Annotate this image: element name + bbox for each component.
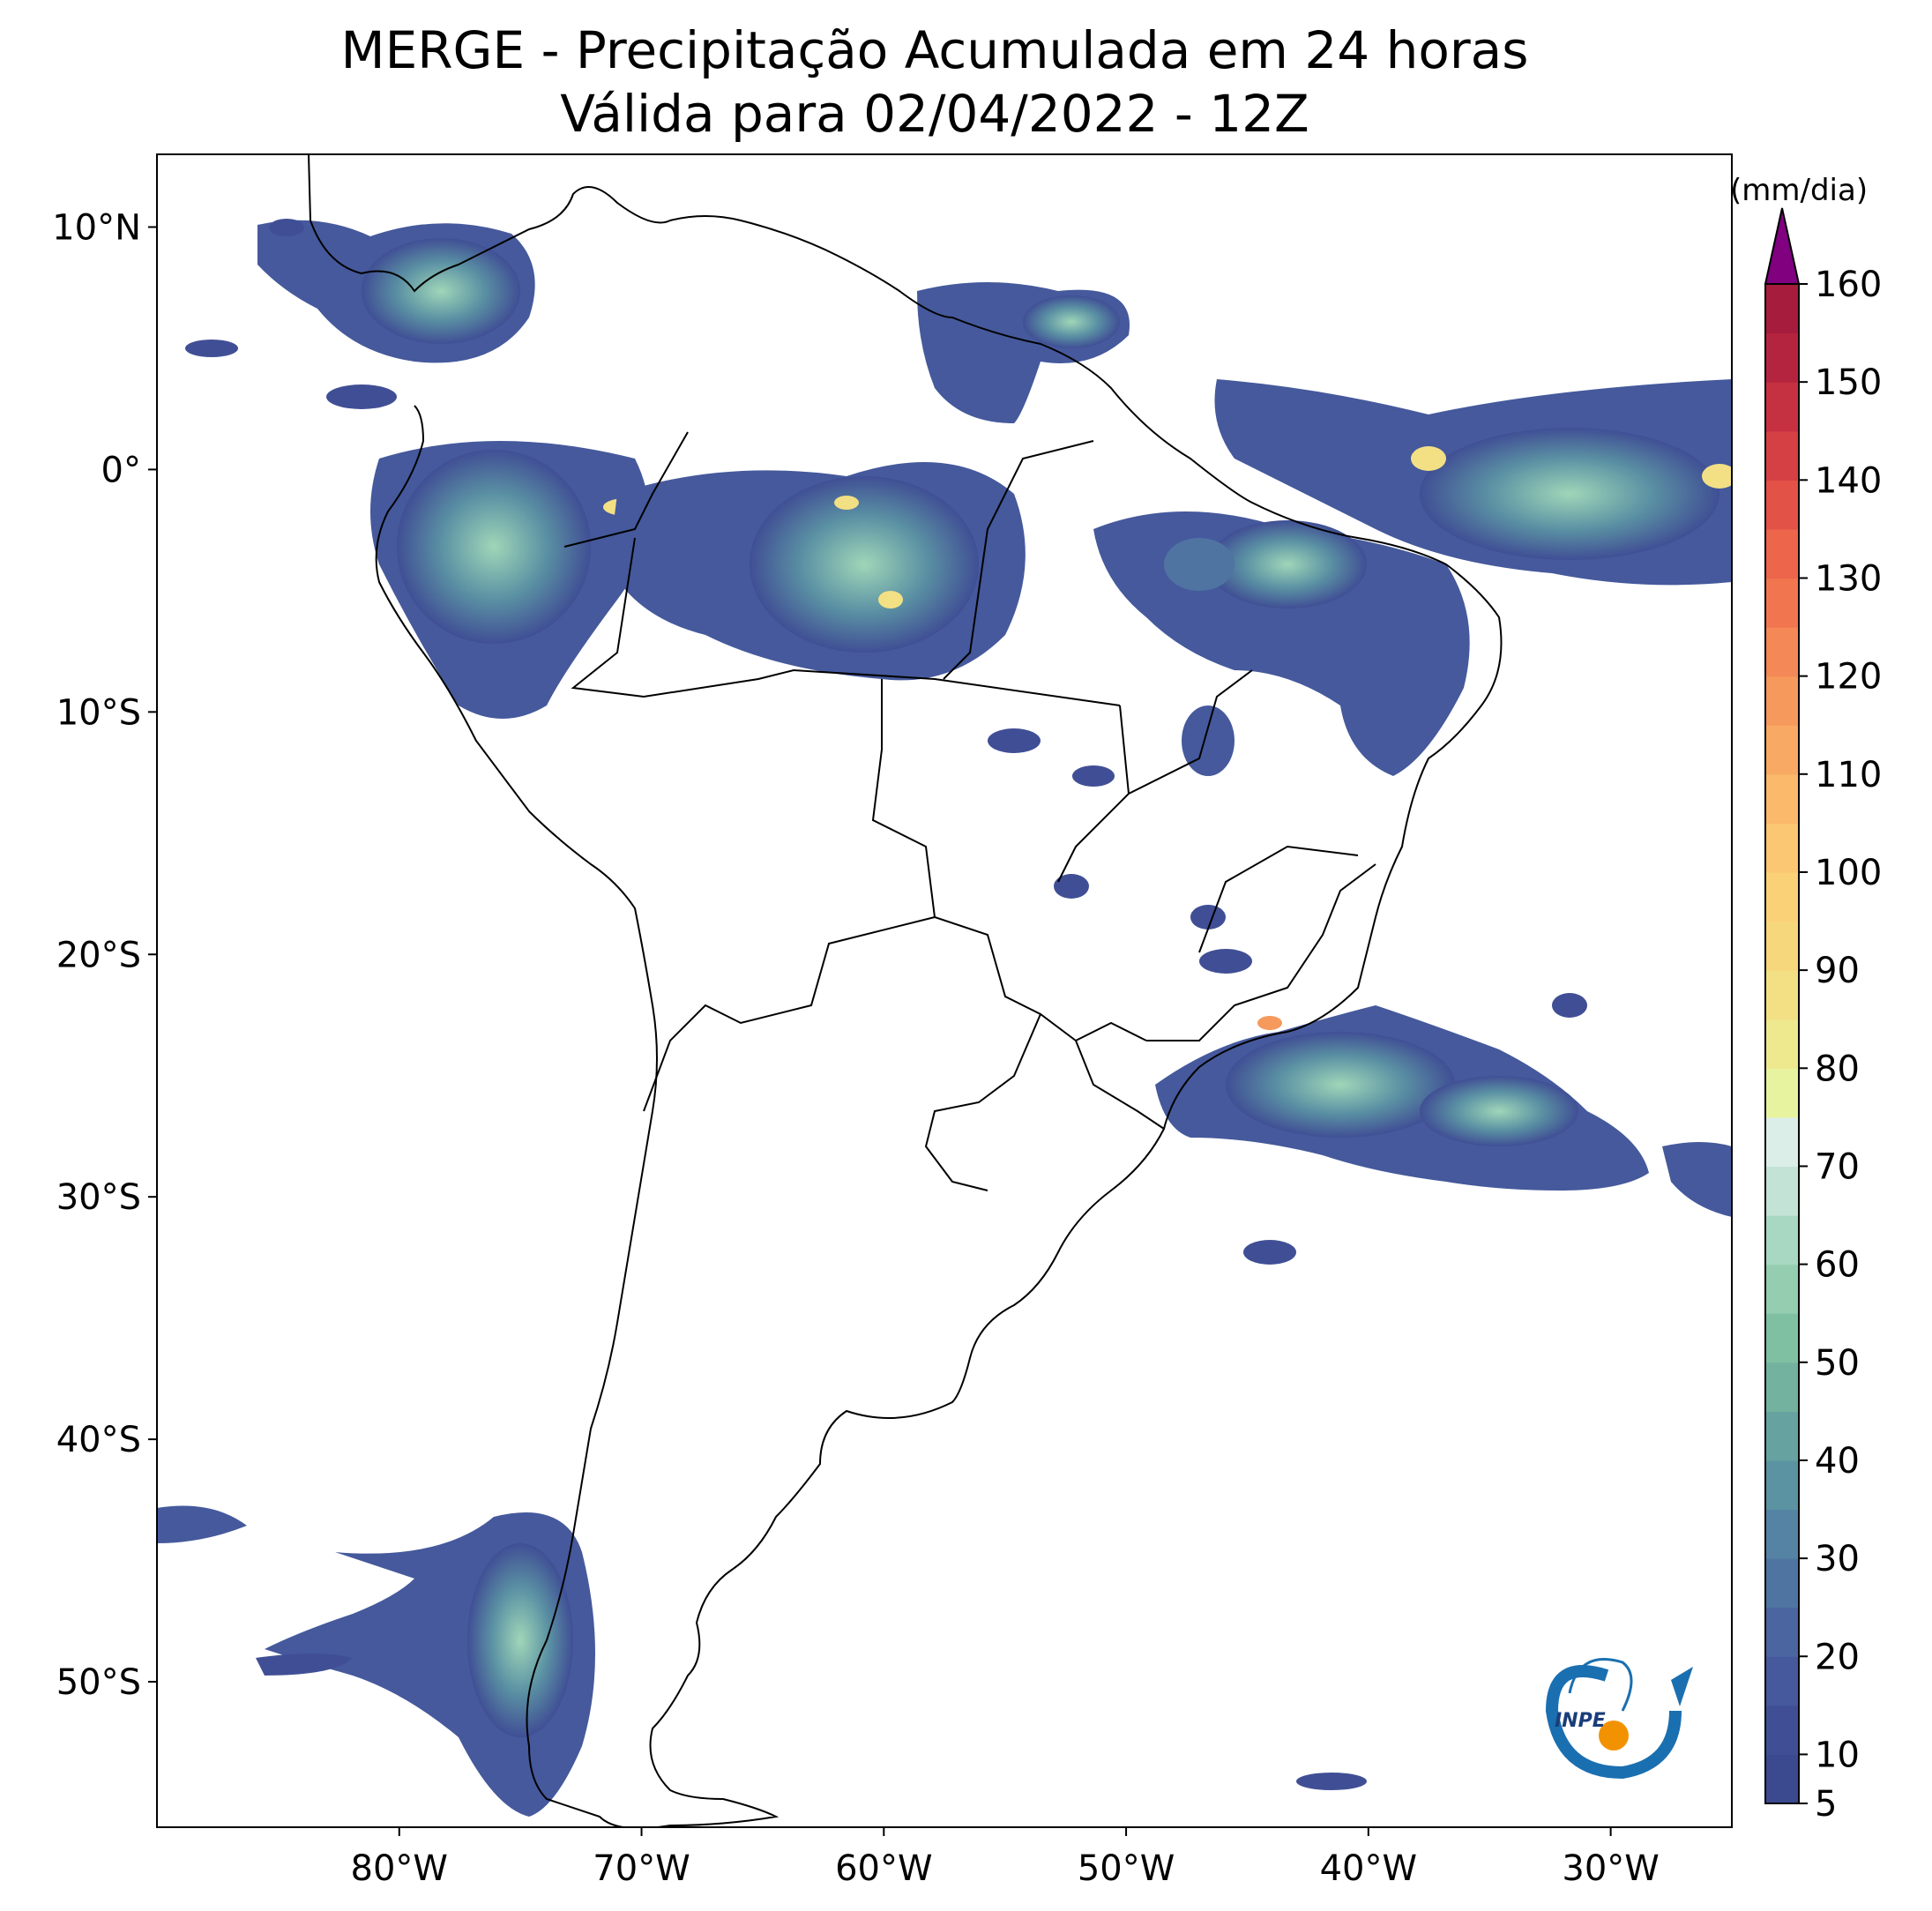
lat-tick-label: 30°S [56,1177,141,1218]
colorbar-segment [1765,1509,1799,1559]
lat-tick-label: 40°S [56,1420,141,1460]
latitude-ticks: 10°N 0° 10°S 20°S 30°S 40°S 50°S [52,207,157,1703]
lon-tick-label: 80°W [351,1848,448,1889]
colorbar-segment [1765,1215,1799,1265]
colorbar-tick-label: 140 [1815,460,1882,501]
colorbar-tick-label: 10 [1815,1735,1860,1775]
longitude-ticks: 80°W 70°W 60°W 50°W 40°W 30°W [351,1827,1660,1889]
colorbar-frame [1764,283,1800,1804]
colorbar-tick-label: 110 [1815,755,1882,795]
lat-tick-label: 0° [101,450,141,490]
colorbar-segment [1765,1656,1799,1706]
lat-tick-label: 50°S [56,1662,141,1703]
logo-text: INPE [1555,1710,1606,1732]
colorbar: 5 10 20 30 40 50 60 70 80 90 100 110 120 130 140 150 160 [1764,207,1882,1825]
colorbar-segment [1765,1362,1799,1412]
logo-orbit-icon [1568,1658,1633,1712]
colorbar-tick-label: 80 [1815,1049,1860,1089]
colorbar-tick-label: 20 [1815,1637,1860,1677]
colorbar-segment [1765,1313,1799,1363]
colorbar-tick-label: 100 [1815,853,1882,893]
colorbar-segment [1765,627,1799,677]
colorbar-tick-label: 90 [1815,951,1860,991]
colorbar-tick-label: 5 [1815,1784,1837,1825]
coastline-and-borders [308,154,1503,1827]
colorbar-segment [1765,1166,1799,1216]
colorbar-tick-label: 130 [1815,558,1882,599]
map-title-line-2: Válida para 02/04/2022 - 12Z [560,84,1309,144]
colorbar-segment [1765,1411,1799,1461]
colorbar-extend-arrow [1764,207,1801,285]
colorbar-segment [1765,676,1799,726]
colorbar-segment [1765,1754,1799,1804]
colorbar-segment [1765,332,1799,383]
colorbar-segment [1765,871,1799,922]
inpe-logo: INPE [1545,1658,1693,1780]
colorbar-segment [1765,1116,1799,1168]
colorbar-segment [1765,1607,1799,1657]
colorbar-segment [1765,970,1799,1020]
colorbar-segment [1765,823,1799,873]
logo-arc-icon [1545,1665,1682,1780]
colorbar-segment [1765,921,1799,971]
colorbar-segment [1765,1459,1799,1511]
lat-tick-label: 10°S [56,692,141,733]
lon-tick-label: 30°W [1562,1848,1659,1889]
colorbar-tick-label: 70 [1815,1146,1860,1187]
colorbar-tick-label: 60 [1815,1245,1860,1286]
lon-tick-label: 60°W [835,1848,932,1889]
colorbar-segment [1765,1264,1799,1314]
precipitation-field [157,219,1732,1817]
colorbar-segment [1765,382,1799,432]
colorbar-segment [1765,725,1799,775]
colorbar-tick-label: 120 [1815,657,1882,698]
lat-tick-label: 10°N [52,207,141,248]
colorbar-segment [1765,1705,1799,1756]
logo-arrow-icon [1671,1667,1693,1706]
lat-tick-label: 20°S [56,935,141,975]
colorbar-segment [1765,480,1799,530]
colorbar-tick-label: 30 [1815,1539,1860,1579]
colorbar-segment [1765,1068,1799,1118]
lon-tick-label: 70°W [593,1848,690,1889]
colorbar-tick-label: 40 [1815,1441,1860,1482]
lon-tick-label: 50°W [1078,1848,1175,1889]
colorbar-unit: (mm/dia) [1730,173,1869,208]
colorbar-segment [1765,1019,1799,1069]
colorbar-segment [1765,284,1799,334]
colorbar-segment [1765,773,1799,824]
colorbar-segment [1765,578,1799,628]
colorbar-tick-label: 50 [1815,1343,1860,1384]
colorbar-segment [1765,1558,1799,1609]
logo-dot-icon [1599,1721,1629,1751]
map-title-line-1: MERGE - Precipitação Acumulada em 24 hor… [340,20,1529,80]
colorbar-tick-label: 160 [1815,265,1882,305]
colorbar-segment [1765,528,1799,579]
colorbar-tick-label: 150 [1815,362,1882,403]
map-frame [156,153,1733,1828]
colorbar-segment [1765,430,1799,481]
lon-tick-label: 40°W [1320,1848,1417,1889]
